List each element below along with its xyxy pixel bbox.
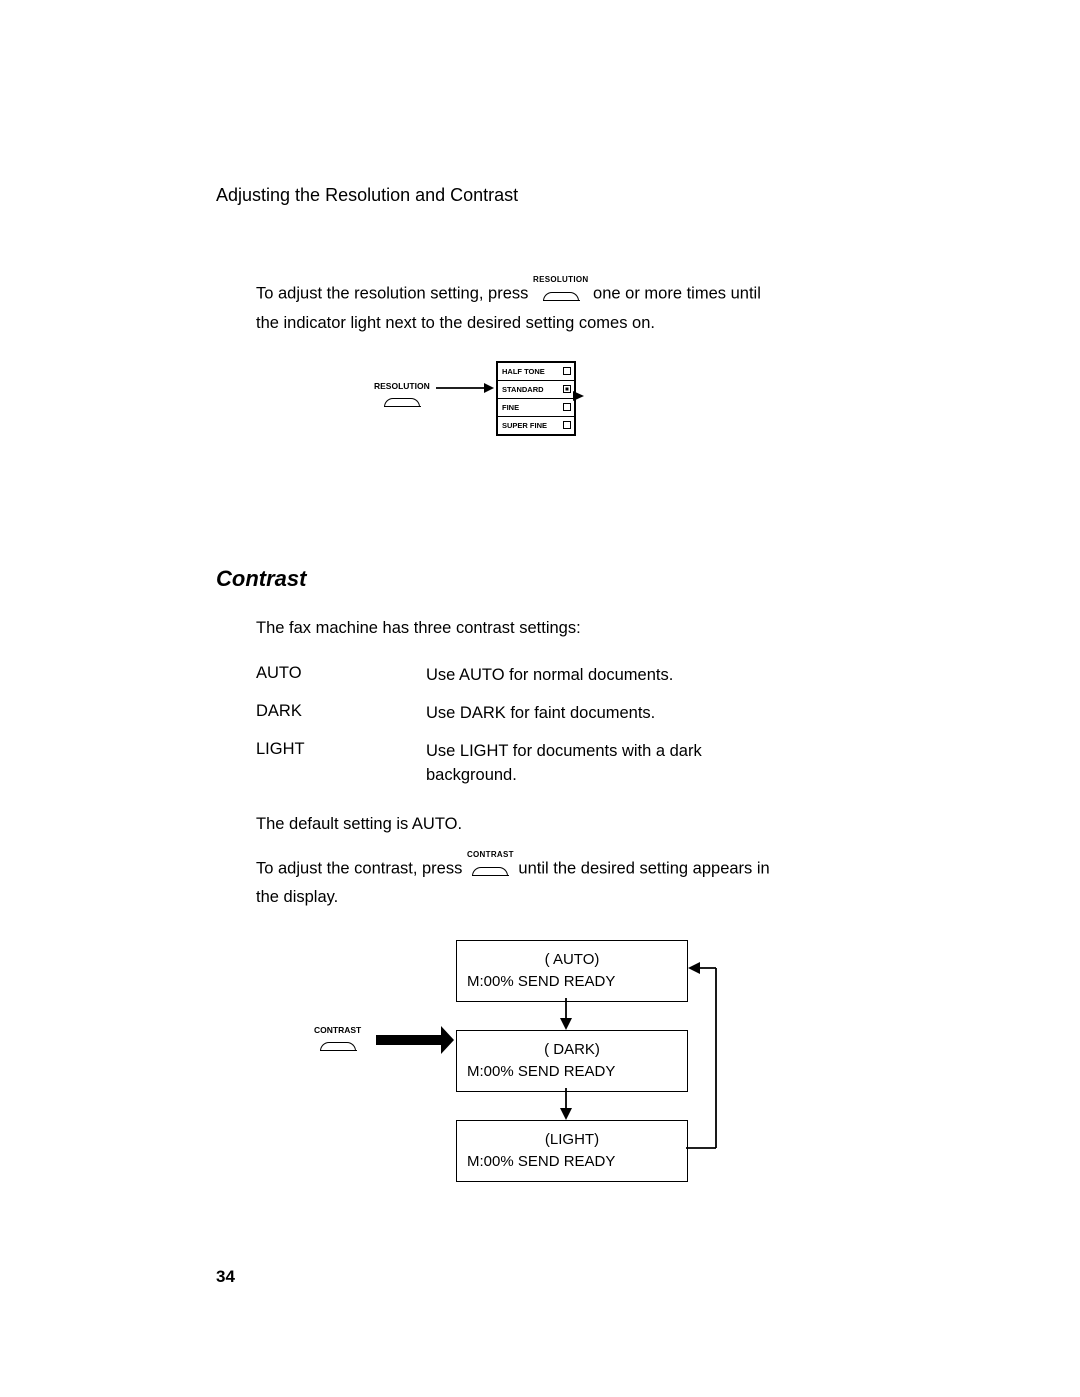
page-number: 34 xyxy=(216,1267,235,1287)
state-line1: ( DARK) xyxy=(467,1039,677,1061)
contrast-inline-button: CONTRAST xyxy=(467,851,514,884)
resolution-diagram-button-label: RESOLUTION xyxy=(374,381,430,391)
state-box-dark: ( DARK) M:00% SEND READY xyxy=(456,1030,688,1092)
resolution-button-label: RESOLUTION xyxy=(533,276,588,284)
contrast-diagram-button: CONTRAST xyxy=(314,1020,361,1056)
panel-row-label: HALF TONE xyxy=(502,367,545,376)
contrast-diagram-button-label: CONTRAST xyxy=(314,1025,361,1035)
setting-value: Use AUTO for normal documents. xyxy=(426,664,673,688)
table-row: LIGHT Use LIGHT for documents with a dar… xyxy=(256,740,920,788)
contrast-button-label: CONTRAST xyxy=(467,851,514,859)
indicator-light xyxy=(563,403,571,411)
setting-value: Use LIGHT for documents with a dark back… xyxy=(426,740,756,788)
indicator-light-on xyxy=(563,385,571,393)
state-line1: ( AUTO) xyxy=(467,949,677,971)
panel-row-label: SUPER FINE xyxy=(502,421,547,430)
contrast-settings-table: AUTO Use AUTO for normal documents. DARK… xyxy=(256,664,920,788)
panel-row: HALF TONE xyxy=(498,363,574,381)
state-line2: M:00% SEND READY xyxy=(467,971,677,993)
resolution-inline-button: RESOLUTION xyxy=(533,276,588,309)
resolution-instruction: To adjust the resolution setting, press … xyxy=(256,278,776,336)
state-box-light: (LIGHT) M:00% SEND READY xyxy=(456,1120,688,1182)
indicator-light xyxy=(563,421,571,429)
table-row: AUTO Use AUTO for normal documents. xyxy=(256,664,920,688)
setting-key: AUTO xyxy=(256,664,426,688)
table-row: DARK Use DARK for faint documents. xyxy=(256,702,920,726)
panel-row: STANDARD xyxy=(498,381,574,399)
setting-key: LIGHT xyxy=(256,740,426,788)
indicator-light xyxy=(563,367,571,375)
state-box-auto: ( AUTO) M:00% SEND READY xyxy=(456,940,688,1002)
resolution-diagram-button: RESOLUTION xyxy=(374,376,430,412)
contrast-text-pre: To adjust the contrast, press xyxy=(256,859,462,877)
setting-key: DARK xyxy=(256,702,426,726)
contrast-diagram: CONTRAST ( AUTO) M:00% SEND READY ( DARK… xyxy=(216,940,920,1200)
setting-value: Use DARK for faint documents. xyxy=(426,702,655,726)
panel-row-label: STANDARD xyxy=(502,385,544,394)
state-line1: (LIGHT) xyxy=(467,1129,677,1151)
panel-row-label: FINE xyxy=(502,403,519,412)
contrast-heading: Contrast xyxy=(216,566,920,592)
panel-row: SUPER FINE xyxy=(498,417,574,434)
state-line2: M:00% SEND READY xyxy=(467,1151,677,1173)
resolution-text-pre: To adjust the resolution setting, press xyxy=(256,285,528,303)
panel-row: FINE xyxy=(498,399,574,417)
page-header: Adjusting the Resolution and Contrast xyxy=(216,185,920,206)
contrast-default: The default setting is AUTO. xyxy=(256,812,920,837)
contrast-adjust-instruction: To adjust the contrast, press CONTRAST u… xyxy=(256,853,776,911)
resolution-panel: HALF TONE STANDARD FINE SUPER FINE xyxy=(496,361,576,436)
contrast-intro: The fax machine has three contrast setti… xyxy=(256,616,920,641)
state-line2: M:00% SEND READY xyxy=(467,1061,677,1083)
resolution-diagram: RESOLUTION HALF TONE STANDARD FINE SUPER… xyxy=(216,366,920,496)
